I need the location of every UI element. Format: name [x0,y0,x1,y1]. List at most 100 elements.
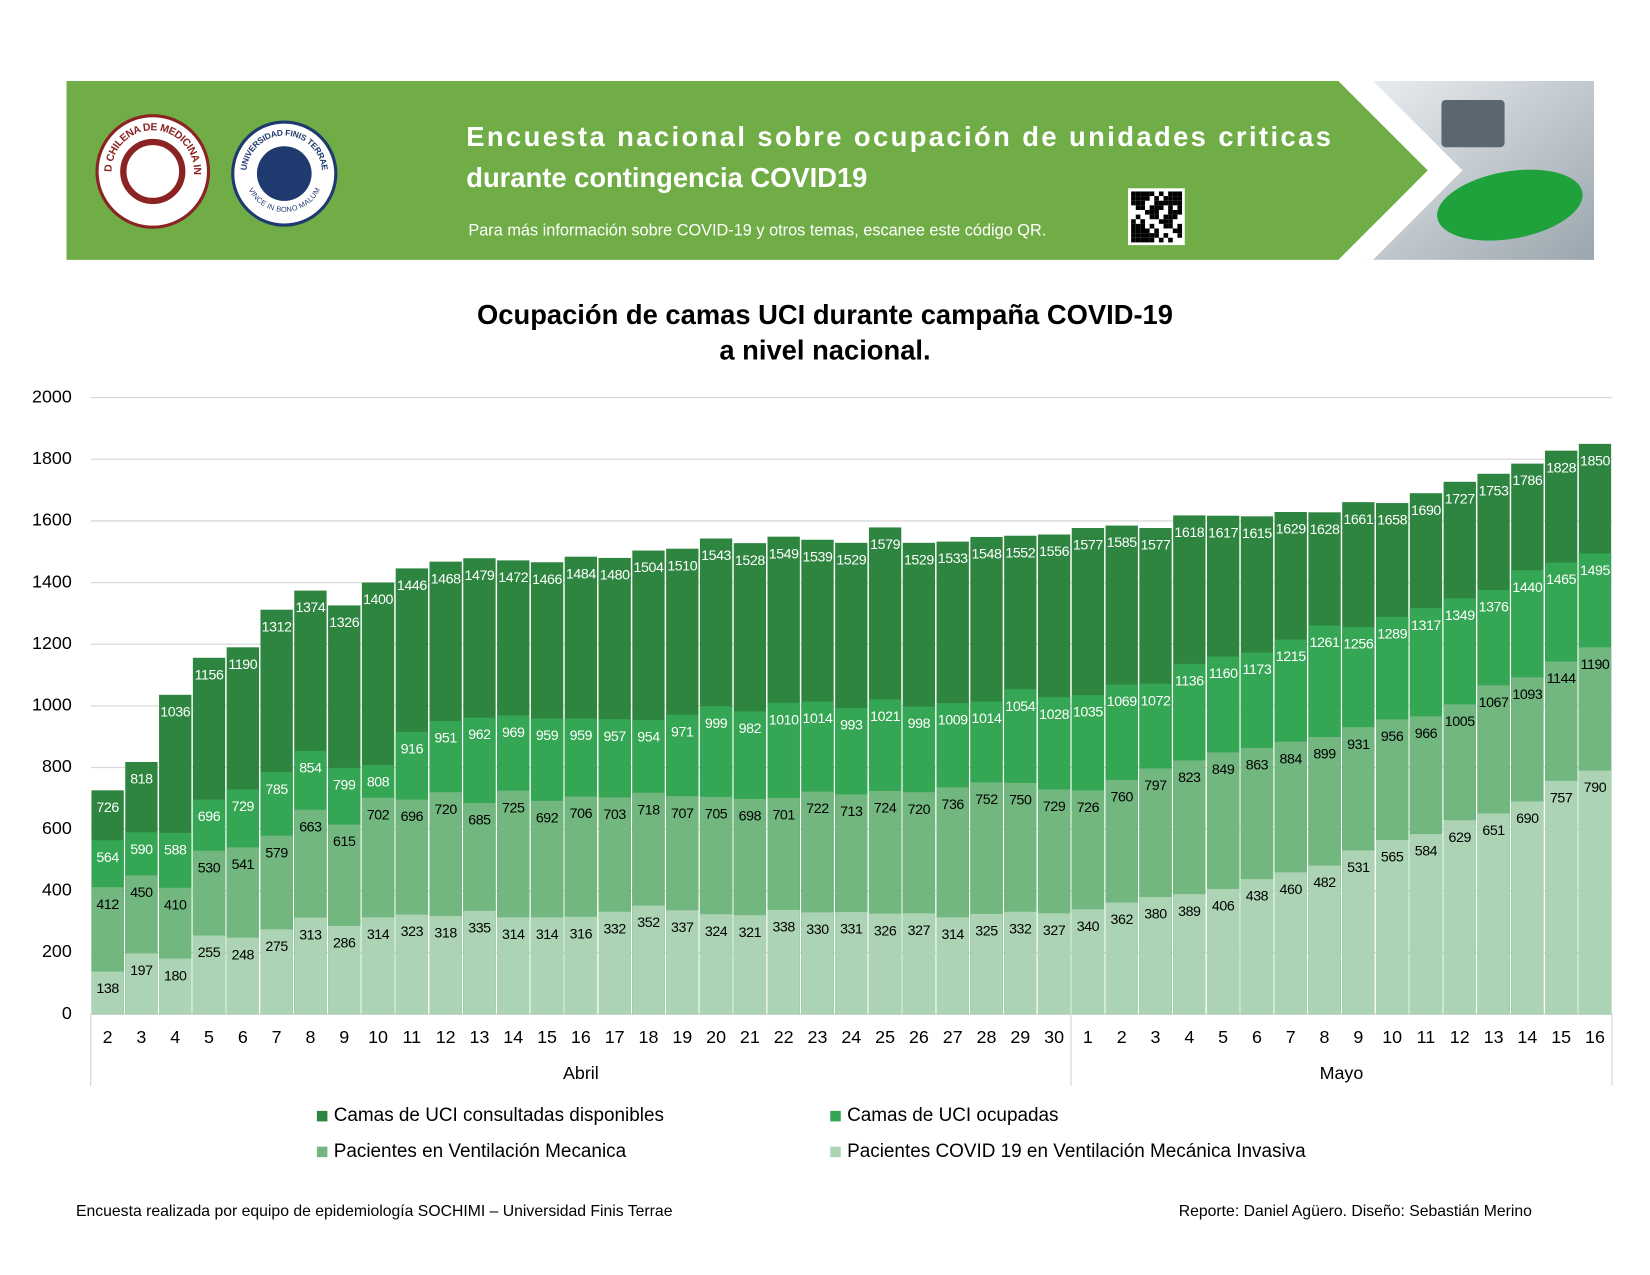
qr-pattern [1131,191,1183,243]
bar [1274,872,1307,1015]
data-label: 318 [434,926,457,942]
y-tick-label: 1000 [32,695,72,715]
bar [1037,913,1071,1015]
legend-label: Pacientes en Ventilación Mecanica [334,1141,627,1162]
bar [429,916,462,1015]
data-label: 1556 [1039,544,1069,560]
data-label: 1658 [1377,513,1407,529]
data-label: 629 [1449,830,1472,846]
qr-cell [1145,228,1150,234]
data-label: 951 [434,731,457,747]
x-tick-label: 27 [943,1027,963,1047]
data-label: 854 [299,761,322,777]
data-label: 460 [1280,882,1303,898]
data-label: 1828 [1546,460,1576,476]
data-label: 1054 [1005,699,1035,715]
x-tick-label: 11 [1417,1027,1436,1047]
qr-cell [1140,196,1146,201]
x-tick-label: 16 [1585,1027,1605,1047]
qr-cell [1145,191,1150,197]
qr-cell [1177,209,1183,215]
bar [666,910,699,1015]
data-label: 1479 [465,568,495,584]
bar [733,915,767,1015]
y-tick-label: 1400 [32,571,72,591]
data-label: 698 [739,809,762,825]
legend-label: Camas de UCI ocupadas [847,1105,1058,1126]
data-label: 823 [1178,770,1201,786]
qr-cell [1172,196,1178,201]
x-tick-label: 4 [170,1027,180,1047]
bar [1545,780,1578,1015]
data-label: 248 [232,947,255,963]
qr-cell [1154,214,1159,220]
data-label: 696 [198,809,221,825]
data-label: 705 [705,806,728,822]
x-tick-label: 17 [605,1027,625,1047]
bar [1139,896,1172,1015]
data-label: 720 [434,802,457,818]
y-tick-label: 400 [42,880,72,900]
data-label: 1504 [634,560,664,576]
qr-cell [1168,219,1173,224]
data-label: 412 [96,897,119,913]
legend-swatch [830,1146,841,1158]
qr-cell [1177,223,1183,229]
qr-cell [1131,223,1136,229]
header-title: durante contingencia COVID19 [466,162,867,193]
data-label: 726 [96,800,119,816]
x-tick-label: 14 [503,1027,523,1047]
data-label: 332 [603,921,626,937]
qr-cell [1135,191,1141,197]
data-label: 1549 [769,546,799,562]
data-label: 1539 [803,549,833,565]
qr-cell [1135,223,1141,229]
bar [1342,850,1375,1015]
data-label: 327 [908,923,931,939]
data-label: 1533 [938,551,968,567]
qr-cell [1158,205,1164,210]
qr-cell [1154,205,1159,210]
data-label: 971 [671,724,694,740]
data-label: 685 [468,813,491,829]
bar [699,914,733,1015]
x-tick-label: 12 [1450,1027,1470,1047]
qr-cell [1163,196,1169,201]
data-label: 1256 [1343,637,1373,653]
data-label: 884 [1280,751,1303,767]
x-tick-label: 2 [103,1027,113,1047]
data-label: 362 [1111,912,1134,928]
bar [226,937,259,1015]
data-label: 327 [1043,923,1066,939]
y-tick-label: 800 [42,756,72,776]
plot: 0200400600800100012001400160018002000726… [32,386,1613,1162]
qr-cell [1140,233,1146,238]
data-label: 1069 [1107,694,1137,710]
bar [260,929,293,1015]
bar [125,953,158,1015]
qr-cell [1135,214,1141,220]
qr-cell [1149,223,1155,229]
x-tick-label: 14 [1517,1027,1537,1047]
data-label: 954 [637,730,660,746]
qr-cell [1172,200,1178,206]
logo-sochimi [95,114,211,229]
data-label: 482 [1313,875,1336,891]
x-tick-label: 10 [1382,1027,1402,1047]
data-label: 321 [739,925,762,941]
y-tick-label: 600 [42,818,72,838]
data-label: 1014 [972,711,1002,727]
qr-cell [1168,237,1173,243]
data-label: 724 [874,801,897,817]
x-tick-label: 6 [238,1027,248,1047]
x-tick-label: 25 [875,1027,895,1047]
y-tick-label: 1200 [32,633,72,653]
qr-cell [1177,191,1183,197]
bar [294,917,327,1015]
data-label: 706 [570,806,593,822]
data-label: 1440 [1512,580,1542,596]
banner [66,81,1428,260]
bar [1105,902,1138,1015]
qr-cell [1140,191,1146,197]
data-label: 1136 [1175,674,1204,690]
